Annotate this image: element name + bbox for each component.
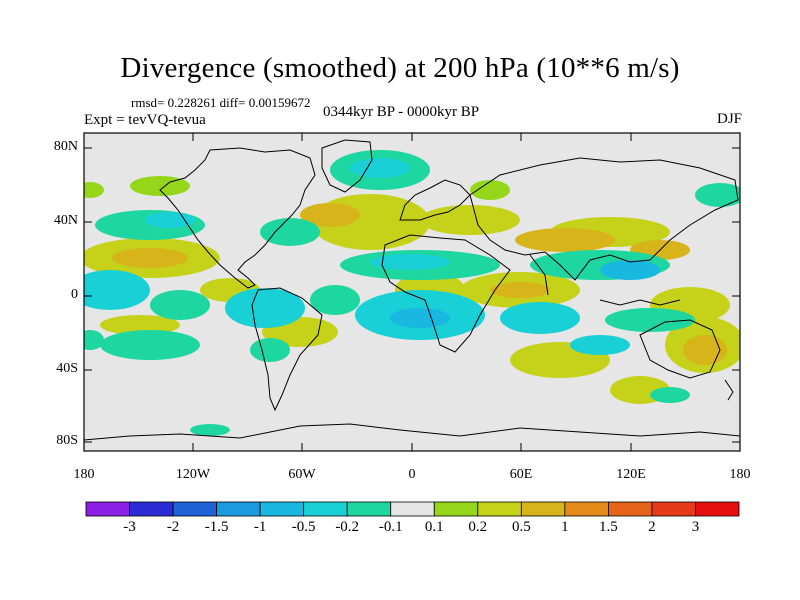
- axis-ticks: [84, 133, 740, 451]
- colorbar-label: 0.2: [468, 519, 488, 535]
- colorbar-swatch: [129, 501, 174, 517]
- field-blob: [350, 158, 410, 178]
- lat-tick-label: 0: [71, 287, 78, 302]
- lon-tick-label: 180: [73, 467, 95, 482]
- colorbar-swatch: [695, 501, 740, 517]
- colorbar-swatch: [651, 501, 696, 517]
- colorbar-swatch: [85, 501, 130, 517]
- field-blob: [695, 183, 740, 207]
- colorbar-swatch: [477, 501, 522, 517]
- field-blob: [300, 203, 360, 227]
- field-blob: [605, 308, 695, 332]
- colorbar-swatch: [390, 501, 435, 517]
- colorbar-label: -1: [253, 519, 267, 535]
- plot-title: Divergence (smoothed) at 200 hPa (10**6 …: [120, 52, 680, 84]
- season-label: DJF: [716, 111, 742, 127]
- colorbar-swatch: [564, 501, 609, 517]
- colorbar-label: -1.5: [204, 519, 229, 535]
- lat-tick-label: 80N: [53, 139, 78, 154]
- lon-tick-label: 60E: [509, 467, 533, 482]
- field-blob: [500, 302, 580, 334]
- field-blob: [190, 424, 230, 436]
- field-blob: [100, 330, 200, 360]
- field-blob: [100, 315, 180, 335]
- colorbar-label: 0.1: [424, 519, 444, 535]
- experiment-label: Expt = tevVQ-tevua: [84, 112, 206, 128]
- field-blob: [370, 254, 450, 270]
- colorbar-swatch: [259, 501, 305, 517]
- colorbar-swatch: [216, 501, 261, 517]
- colorbar: [85, 501, 740, 517]
- colorbar-label: -0.2: [335, 519, 360, 535]
- field-blob: [145, 212, 195, 228]
- colorbar-swatch: [346, 501, 392, 517]
- field-blob: [112, 248, 188, 268]
- field-blob: [470, 180, 510, 200]
- colorbar-label: 1: [561, 519, 569, 535]
- field-blob: [310, 285, 360, 315]
- lon-tick-label: 60W: [288, 467, 316, 482]
- lat-tick-label: 40S: [56, 361, 78, 376]
- field-blob: [390, 308, 450, 328]
- divergence-field: [84, 150, 740, 436]
- colorbar-swatch: [172, 501, 217, 517]
- stats-label: rmsd= 0.228261 diff= 0.00159672: [131, 95, 311, 110]
- colorbar-swatch: [520, 501, 566, 517]
- colorbar-label: -3: [123, 519, 136, 535]
- coastlines: [84, 139, 740, 441]
- lon-tick-label: 180: [729, 467, 751, 482]
- colorbar-swatch: [608, 501, 653, 517]
- field-blob: [84, 270, 150, 310]
- field-blob: [683, 335, 727, 365]
- period-label: 0344kyr BP - 0000kyr BP: [323, 104, 480, 120]
- field-blob: [84, 182, 104, 198]
- field-blob: [84, 330, 104, 350]
- colorbar-label: 1.5: [599, 519, 618, 535]
- field-blob: [225, 288, 305, 328]
- colorbar-label: -0.5: [291, 519, 316, 535]
- lat-tick-label: 80S: [56, 433, 78, 448]
- lon-tick-label: 120E: [616, 467, 646, 482]
- colorbar-label: -2: [166, 519, 180, 535]
- colorbar-swatch: [433, 501, 479, 517]
- field-blob: [515, 228, 615, 252]
- colorbar-label: 0.5: [511, 519, 531, 535]
- lon-tick-label: 0: [408, 467, 416, 482]
- colorbar-label: 2: [648, 519, 656, 535]
- field-blob: [650, 387, 690, 403]
- colorbar-label: -0.1: [378, 519, 403, 535]
- field-blob: [600, 260, 660, 280]
- lon-tick-label: 120W: [175, 467, 211, 482]
- field-blob: [150, 290, 210, 320]
- field-blob: [570, 335, 630, 355]
- colorbar-swatch: [303, 501, 348, 517]
- field-blob: [420, 205, 520, 235]
- lat-tick-label: 40N: [53, 213, 78, 228]
- field-blob: [260, 218, 320, 246]
- field-blob: [490, 282, 550, 298]
- colorbar-label: 3: [691, 519, 700, 535]
- field-blob: [250, 338, 290, 362]
